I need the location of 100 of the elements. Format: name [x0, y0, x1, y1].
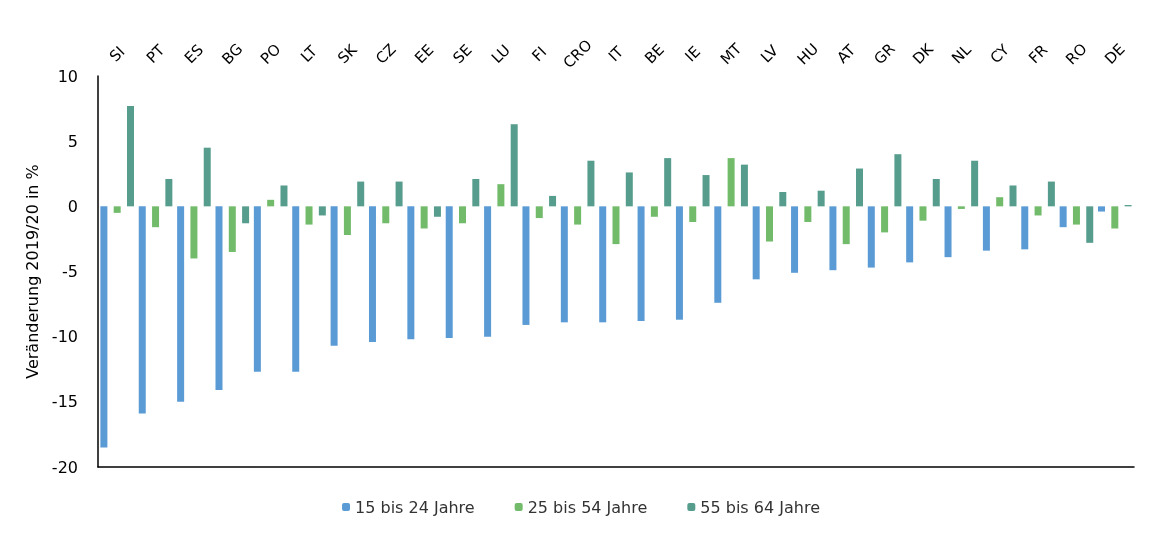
bar	[996, 197, 1004, 207]
bar	[484, 206, 492, 337]
x-tick-label: BE	[641, 40, 668, 68]
bar	[982, 206, 990, 251]
bar	[791, 206, 799, 273]
bar	[318, 206, 326, 216]
x-tick-label: PT	[142, 40, 169, 67]
bar	[343, 206, 351, 236]
bar	[420, 206, 428, 229]
bar	[727, 158, 735, 207]
bar	[689, 206, 697, 222]
x-tick-label: CZ	[372, 40, 400, 68]
bar	[971, 160, 979, 207]
bar	[242, 206, 250, 224]
bar	[445, 206, 453, 338]
bar	[765, 206, 773, 242]
x-tick-label: ES	[180, 40, 207, 68]
x-tick-label: LU	[487, 41, 514, 67]
bar	[190, 206, 198, 259]
bar	[856, 168, 864, 207]
bar	[522, 206, 530, 325]
bar	[305, 206, 313, 225]
bar	[177, 206, 185, 402]
bar	[152, 206, 160, 228]
bar	[817, 190, 825, 207]
bar	[1059, 206, 1067, 228]
bar	[714, 206, 722, 303]
x-tick-label: IT	[604, 42, 628, 66]
bar	[292, 206, 300, 372]
bar	[280, 185, 288, 207]
bar	[612, 206, 620, 245]
bar	[650, 206, 658, 217]
y-axis-title: Veränderung 2019/20 in %	[23, 164, 43, 379]
bar	[203, 147, 211, 207]
bar	[944, 206, 952, 258]
legend-label: 25 bis 54 Jahre	[527, 497, 648, 517]
bar	[599, 206, 607, 323]
bar	[752, 206, 760, 280]
x-tick-label: LV	[757, 41, 783, 67]
bar	[740, 164, 748, 207]
bar	[894, 154, 902, 207]
bar	[702, 175, 710, 207]
bar	[1034, 206, 1042, 216]
bar	[472, 178, 480, 207]
bar	[138, 206, 146, 414]
bar	[587, 160, 595, 207]
bar	[1021, 206, 1029, 250]
bar	[1009, 185, 1017, 207]
bar	[228, 206, 236, 252]
bar	[1086, 206, 1094, 243]
x-tick-label: SE	[449, 40, 476, 68]
x-tick-label: EE	[411, 40, 438, 68]
bar	[357, 181, 365, 207]
bar	[664, 158, 672, 207]
bar	[165, 178, 173, 207]
bar	[535, 206, 543, 219]
y-tick-label: -15	[51, 392, 78, 412]
x-tick-label: CY	[986, 40, 1014, 68]
x-tick-label: LT	[297, 41, 322, 66]
bar	[395, 181, 403, 207]
bar	[549, 195, 557, 207]
bar	[779, 192, 787, 207]
bar	[459, 206, 467, 224]
bar	[625, 172, 633, 207]
bar	[829, 206, 837, 271]
bar	[215, 206, 223, 391]
x-tick-label: NL	[948, 40, 976, 68]
bar	[906, 206, 914, 263]
x-tick-label: RO	[1062, 39, 1091, 69]
x-tick-label: SI	[105, 42, 129, 66]
bar	[113, 206, 121, 213]
x-tick-label: AT	[833, 40, 860, 67]
y-tick-label: 0	[67, 196, 78, 216]
x-tick-label: DK	[909, 39, 938, 68]
y-tick-label: -5	[62, 262, 78, 281]
bar	[368, 206, 376, 342]
bar	[1111, 206, 1119, 229]
bar	[867, 206, 875, 268]
y-tick-label: 10	[57, 66, 78, 86]
bar	[560, 206, 568, 323]
bar	[267, 199, 275, 207]
bar	[330, 206, 338, 346]
y-tick-label: -10	[51, 327, 78, 347]
bar	[675, 206, 683, 320]
x-tick-label: MT	[716, 39, 746, 69]
bar	[804, 206, 812, 222]
bar	[932, 178, 940, 207]
x-tick-label: HU	[793, 39, 823, 69]
bar	[126, 105, 134, 207]
bar	[497, 184, 505, 207]
bar	[637, 206, 645, 322]
x-tick-label: PO	[256, 40, 285, 68]
bar	[1047, 181, 1055, 207]
bar	[510, 124, 518, 207]
bar	[919, 206, 927, 221]
y-tick-label: -20	[51, 457, 78, 477]
x-tick-label: FI	[528, 43, 551, 65]
bar	[382, 206, 390, 224]
bar	[881, 206, 889, 233]
x-tick-label: FR	[1024, 40, 1052, 68]
